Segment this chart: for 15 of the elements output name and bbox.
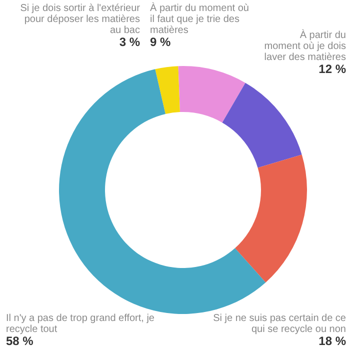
donut-slice bbox=[59, 69, 266, 314]
donut-slice bbox=[178, 66, 246, 123]
slice-label: Si je dois sortir à l'extérieur pour déposer les matières au bac bbox=[20, 3, 140, 36]
slice-label: À partir du moment où il faut que je trie des matières bbox=[150, 3, 250, 36]
data-label: 3 % bbox=[118, 35, 140, 49]
donut-slice bbox=[234, 154, 307, 282]
data-label: 58 % bbox=[6, 334, 34, 348]
slice-label: À partir du moment où je dois laver des matières bbox=[263, 30, 346, 63]
data-label: 9 % bbox=[150, 35, 172, 49]
donut-slice bbox=[222, 82, 302, 168]
data-label: 12 % bbox=[318, 62, 346, 76]
donut-slice bbox=[155, 66, 180, 114]
slice-label: Il n'y a pas de trop grand effort, je recycle tout bbox=[6, 313, 156, 335]
slice-label: Si je ne suis pas certain de ce qui se recycle ou non bbox=[212, 313, 346, 335]
data-label: 18 % bbox=[318, 334, 346, 348]
